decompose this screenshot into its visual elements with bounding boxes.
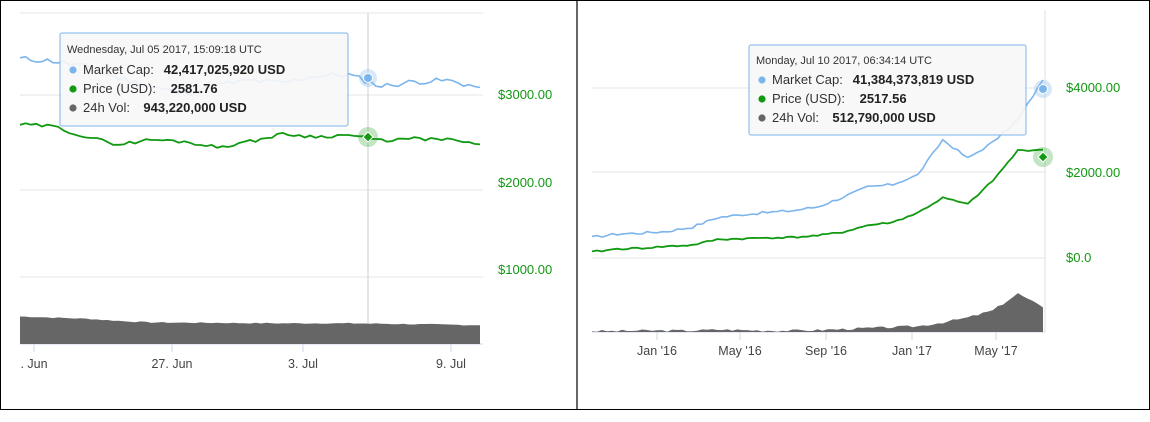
left-y-tick-labels: $3000.00 $2000.00 $1000.00 bbox=[498, 87, 552, 277]
right-tooltip-label: 24h Vol: bbox=[772, 110, 819, 125]
right-price-line bbox=[591, 148, 1044, 253]
right-x-tick-label: May '16 bbox=[718, 344, 761, 358]
left-tooltip-value: 42,417,025,920 USD bbox=[164, 62, 285, 77]
left-x-tick-label: 3. Jul bbox=[288, 357, 318, 371]
right-tooltip-bullet bbox=[758, 114, 766, 122]
left-tooltip-bullet bbox=[69, 85, 77, 93]
left-y-tick-label: $1000.00 bbox=[498, 262, 552, 277]
right-y-tick-label: $0.0 bbox=[1066, 250, 1091, 265]
right-tooltip-bullet bbox=[758, 76, 766, 84]
left-x-tick-label: . Jun bbox=[20, 357, 47, 371]
right-tooltip-value: 512,790,000 USD bbox=[832, 110, 935, 125]
right-price-marker bbox=[1037, 151, 1049, 163]
left-tooltip-date: Wednesday, Jul 05 2017, 15:09:18 UTC bbox=[67, 44, 262, 56]
left-x-tick-label: 9. Jul bbox=[436, 357, 466, 371]
left-tooltip-value: 943,220,000 USD bbox=[143, 100, 246, 115]
left-volume-area bbox=[20, 316, 480, 344]
right-tooltip-label: Market Cap: bbox=[772, 72, 843, 87]
left-y-tick-label: $3000.00 bbox=[498, 87, 552, 102]
right-x-tick-label: May '17 bbox=[974, 344, 1017, 358]
right-tooltip-bullet bbox=[758, 95, 766, 103]
right-tooltip-value: 2517.56 bbox=[860, 91, 907, 106]
right-y-tick-label: $4000.00 bbox=[1066, 80, 1120, 95]
right-tooltip-value: 41,384,373,819 USD bbox=[853, 72, 974, 87]
right-market-cap-marker bbox=[1038, 84, 1048, 94]
left-tooltip-label: Price (USD): bbox=[83, 81, 156, 96]
left-market-cap-marker bbox=[363, 73, 373, 83]
left-price-line bbox=[19, 122, 481, 149]
right-chart-panel: Jan '16 May '16 Sep '16 Jan '17 May '17 $400… bbox=[591, 10, 1120, 358]
left-y-tick-label: $2000.00 bbox=[498, 175, 552, 190]
right-market-cap-line bbox=[591, 79, 1044, 238]
right-y-tick-label: $2000.00 bbox=[1066, 165, 1120, 180]
right-tooltip: Monday, Jul 10 2017, 06:34:14 UTC Market … bbox=[748, 44, 1027, 136]
right-x-tick-labels: Jan '16 May '16 Sep '16 Jan '17 May '17 bbox=[637, 332, 1018, 358]
left-tooltip: Wednesday, Jul 05 2017, 15:09:18 UTC Mark… bbox=[59, 32, 349, 127]
right-tooltip-label: Price (USD): bbox=[772, 91, 845, 106]
left-tooltip-value: 2581.76 bbox=[171, 81, 218, 96]
right-volume-area bbox=[592, 293, 1043, 332]
right-x-tick-label: Jan '16 bbox=[637, 344, 677, 358]
right-series-group bbox=[591, 79, 1053, 332]
left-tooltip-box bbox=[59, 32, 349, 127]
left-chart-panel: . Jun 27. Jun 3. Jul 9. Jul $3000.00 $2000.0… bbox=[19, 12, 552, 371]
right-tooltip-box bbox=[748, 44, 1027, 136]
right-y-tick-labels: $4000.00 $2000.00 $0.0 bbox=[1066, 80, 1120, 265]
right-x-tick-label: Jan '17 bbox=[892, 344, 932, 358]
left-tooltip-label: Market Cap: bbox=[83, 62, 154, 77]
left-x-tick-label: 27. Jun bbox=[151, 357, 192, 371]
left-x-tick-labels: . Jun 27. Jun 3. Jul 9. Jul bbox=[20, 344, 466, 371]
left-tooltip-bullet bbox=[69, 104, 77, 112]
left-tooltip-label: 24h Vol: bbox=[83, 100, 130, 115]
right-x-tick-label: Sep '16 bbox=[805, 344, 847, 358]
left-price-marker bbox=[362, 131, 374, 143]
left-tooltip-bullet bbox=[69, 66, 77, 74]
right-tooltip-date: Monday, Jul 10 2017, 06:34:14 UTC bbox=[756, 55, 932, 67]
